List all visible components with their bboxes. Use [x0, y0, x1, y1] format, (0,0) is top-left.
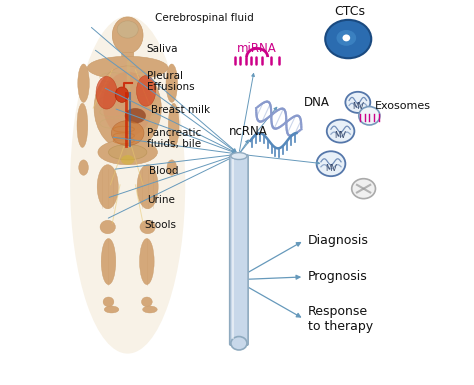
Text: Pancreatic
fluids, bile: Pancreatic fluids, bile — [147, 128, 201, 149]
Text: Exosomes: Exosomes — [375, 101, 431, 111]
Ellipse shape — [137, 165, 158, 209]
Ellipse shape — [168, 103, 179, 147]
Ellipse shape — [352, 179, 375, 199]
Ellipse shape — [167, 160, 177, 175]
FancyBboxPatch shape — [230, 155, 248, 345]
Ellipse shape — [111, 121, 144, 146]
Ellipse shape — [346, 92, 370, 113]
Ellipse shape — [77, 103, 88, 147]
Ellipse shape — [97, 165, 118, 209]
Text: Response
to therapy: Response to therapy — [308, 305, 373, 333]
Ellipse shape — [317, 151, 346, 176]
Ellipse shape — [94, 66, 161, 150]
Text: Saliva: Saliva — [147, 44, 178, 54]
Ellipse shape — [70, 16, 185, 353]
Polygon shape — [121, 52, 134, 62]
Ellipse shape — [109, 144, 147, 160]
Text: MV: MV — [335, 131, 346, 140]
Ellipse shape — [87, 56, 168, 79]
Text: Cerebrospinal fluid: Cerebrospinal fluid — [155, 13, 253, 23]
Text: Urine: Urine — [147, 195, 175, 205]
Ellipse shape — [143, 306, 157, 313]
Ellipse shape — [343, 34, 350, 41]
Ellipse shape — [96, 77, 117, 109]
Ellipse shape — [112, 17, 143, 54]
Text: miRNA: miRNA — [237, 42, 277, 55]
Ellipse shape — [101, 239, 116, 285]
Ellipse shape — [103, 297, 114, 306]
Text: Stools: Stools — [144, 220, 176, 230]
Text: ncRNA: ncRNA — [229, 125, 268, 137]
Text: MV: MV — [325, 164, 337, 173]
Ellipse shape — [98, 140, 157, 165]
Ellipse shape — [115, 87, 128, 102]
Ellipse shape — [78, 64, 89, 102]
Ellipse shape — [79, 160, 88, 175]
Ellipse shape — [104, 306, 119, 313]
Ellipse shape — [100, 220, 115, 234]
Ellipse shape — [139, 239, 154, 285]
Ellipse shape — [325, 20, 371, 58]
Ellipse shape — [359, 107, 380, 125]
Text: DNA: DNA — [304, 96, 330, 109]
Ellipse shape — [166, 64, 178, 102]
Ellipse shape — [140, 220, 155, 234]
Text: Breast milk: Breast milk — [151, 105, 210, 115]
Ellipse shape — [336, 29, 357, 47]
Text: Blood: Blood — [149, 166, 178, 176]
Text: MV: MV — [352, 102, 364, 111]
Ellipse shape — [327, 120, 355, 142]
Ellipse shape — [103, 72, 153, 137]
Ellipse shape — [231, 336, 247, 350]
Ellipse shape — [117, 21, 138, 38]
Ellipse shape — [125, 108, 146, 124]
Text: Diagnosis: Diagnosis — [308, 234, 369, 247]
Text: Pleural
Effusions: Pleural Effusions — [147, 71, 194, 92]
Ellipse shape — [137, 75, 155, 106]
Text: CTCs: CTCs — [335, 5, 365, 18]
Ellipse shape — [231, 152, 247, 159]
Ellipse shape — [141, 297, 152, 306]
Text: Prognosis: Prognosis — [308, 270, 368, 283]
Ellipse shape — [121, 155, 135, 165]
